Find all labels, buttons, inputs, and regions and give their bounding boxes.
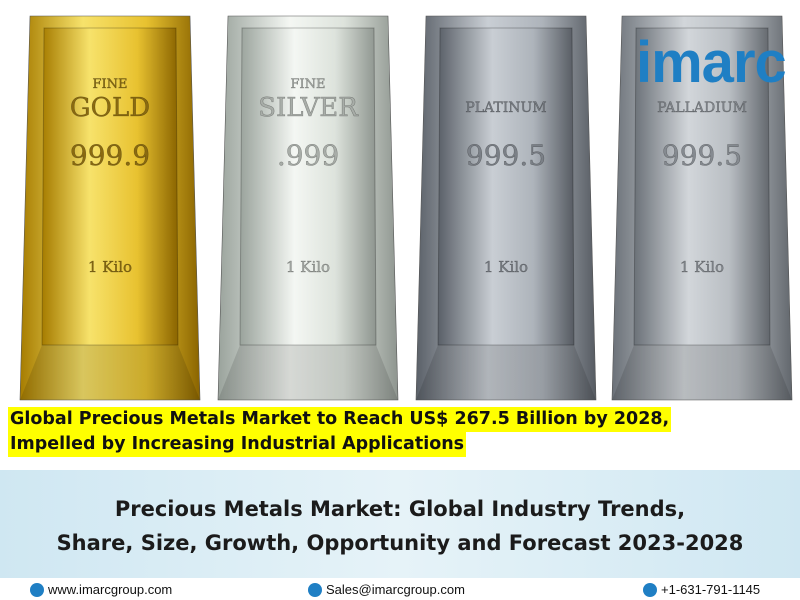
globe-icon — [30, 582, 44, 597]
mail-icon — [308, 582, 322, 597]
bar-purity: 999.9 — [70, 139, 150, 172]
phone[interactable]: +1-631-791-1145 — [661, 582, 761, 597]
bar-name: PALLADIUM — [657, 100, 747, 116]
phone-icon — [643, 582, 657, 597]
bar-name: SILVER — [258, 93, 359, 123]
phone-item: +1-631-791-1145 — [643, 582, 760, 597]
bar-face — [41, 27, 179, 346]
banner-title-line: Share, Size, Growth, Opportunity and For… — [56, 531, 744, 555]
banner-title-line: Precious Metals Market: Global Industry … — [114, 497, 686, 521]
bar-name: GOLD — [70, 93, 150, 123]
banner: Precious Metals Market: Global Industry … — [0, 470, 800, 578]
bar-bevel — [218, 345, 398, 400]
bar-face — [633, 27, 771, 346]
website[interactable]: www.imarcgroup.com — [48, 582, 173, 597]
bar-purity: .999 — [277, 139, 339, 172]
logo: imarc — [636, 30, 787, 95]
bar-weight: 1 Kilo — [88, 258, 132, 276]
website-item: www.imarcgroup.com — [30, 582, 172, 597]
bar-purity: 999.5 — [466, 139, 546, 172]
bar-bevel — [416, 345, 596, 400]
bar-purity: 999.5 — [662, 139, 742, 172]
headline: Global Precious Metals Market to Reach U… — [8, 407, 672, 457]
bar-face — [437, 27, 575, 346]
footer: www.imarcgroup.com Sales@imarcgroup.com … — [0, 578, 800, 600]
bar-bevel — [20, 345, 200, 400]
email[interactable]: Sales@imarcgroup.com — [326, 582, 465, 597]
bar-name: PLATINUM — [465, 100, 546, 116]
bar-weight: 1 Kilo — [680, 258, 724, 276]
bar-weight: 1 Kilo — [286, 258, 330, 276]
bar-weight: 1 Kilo — [484, 258, 528, 276]
headline-line: Global Precious Metals Market to Reach U… — [8, 407, 672, 432]
bar-label: FINE — [290, 77, 325, 92]
bar-bevel — [612, 345, 792, 400]
bar-face — [239, 27, 377, 346]
headline-line: Impelled by Increasing Industrial Applic… — [8, 432, 467, 457]
bar-label: FINE — [92, 77, 127, 92]
email-item: Sales@imarcgroup.com — [308, 582, 465, 597]
